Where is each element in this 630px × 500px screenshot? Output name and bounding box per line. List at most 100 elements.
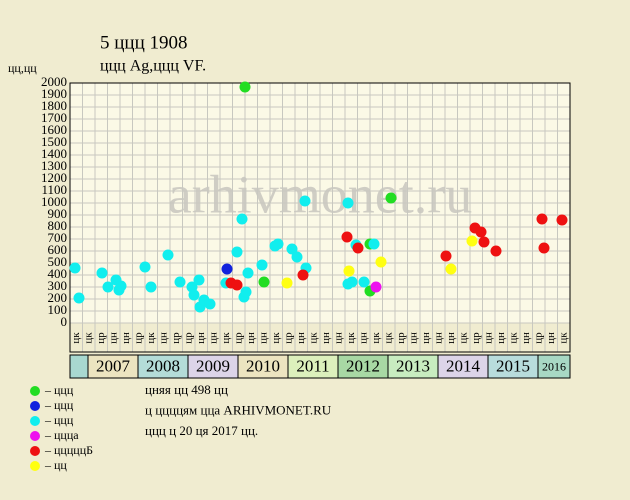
plot-border — [69, 82, 571, 353]
data-point — [272, 238, 284, 250]
data-point — [281, 277, 293, 289]
y-tick-label: 1200 — [41, 170, 67, 185]
data-point — [96, 267, 108, 279]
data-point — [231, 246, 243, 258]
data-point — [286, 243, 298, 255]
column-label: цн — [157, 332, 169, 344]
column-label: цн — [545, 332, 557, 344]
column-label: цн — [257, 332, 269, 344]
data-point — [299, 195, 311, 207]
footer-text: цняя цц 498 цц — [145, 382, 228, 397]
x-tick-label: 2016 — [542, 359, 566, 373]
y-tick-label: 1500 — [41, 134, 67, 149]
column-label: цн — [482, 332, 494, 344]
legend-marker — [30, 431, 40, 441]
column-label: цр — [395, 332, 407, 344]
legend-label: – цц — [44, 458, 67, 472]
y-tick-label: 1000 — [41, 194, 67, 209]
legend-marker — [30, 461, 40, 471]
x-tick-label: 2008 — [146, 356, 180, 375]
data-point — [242, 267, 254, 279]
y-tick-label: 1700 — [41, 110, 67, 125]
y-tick-label: 500 — [48, 254, 68, 269]
column-label: цк — [557, 332, 569, 344]
y-tick-label: 2000 — [41, 74, 67, 89]
column-label: цн — [495, 332, 507, 344]
legend-marker — [30, 446, 40, 456]
column-label: цн — [520, 332, 532, 344]
data-point — [385, 192, 397, 204]
legend-label: – ццц — [44, 383, 74, 397]
column-label: цк — [307, 332, 319, 344]
data-point — [174, 276, 186, 288]
y-tick-label: 800 — [48, 218, 68, 233]
legend-label: – ццц — [44, 398, 74, 412]
legend-label: – цццццБ — [44, 443, 93, 457]
data-point — [291, 251, 303, 263]
chart-title: 5 ццц 1908 — [100, 32, 188, 53]
data-point — [475, 226, 487, 238]
column-label: цр — [282, 332, 294, 344]
column-label: цк — [220, 332, 232, 344]
column-label: цк — [345, 332, 357, 344]
data-point — [256, 259, 268, 271]
y-tick-label: 200 — [48, 290, 68, 305]
column-label: цк — [145, 332, 157, 344]
data-point — [73, 292, 85, 304]
y-tick-label: 900 — [48, 206, 68, 221]
chart-subtitle: ццц Ag,ццц VF. — [100, 58, 206, 75]
column-label: цк — [382, 332, 394, 344]
column-label: цн — [357, 332, 369, 344]
data-point — [343, 265, 355, 277]
data-point — [258, 276, 270, 288]
data-point — [102, 281, 114, 293]
y-tick-label: 1600 — [41, 122, 67, 137]
data-point — [221, 263, 233, 275]
data-point — [341, 231, 353, 243]
column-label: цн — [320, 332, 332, 344]
y-tick-label: 0 — [61, 314, 68, 329]
data-point — [445, 263, 457, 275]
y-tick-label: 100 — [48, 302, 68, 317]
column-label: цн — [195, 332, 207, 344]
y-tick-label: 600 — [48, 242, 68, 257]
data-point — [358, 276, 370, 288]
data-point — [556, 214, 568, 226]
x-tick-label: 2011 — [296, 356, 329, 375]
data-point — [538, 242, 550, 254]
column-label: цр — [182, 332, 194, 344]
y-tick-label: 1800 — [41, 98, 67, 113]
x-tick-label: 2010 — [246, 356, 280, 375]
data-point — [466, 235, 478, 247]
column-label: цн — [445, 332, 457, 344]
y-tick-label: 1400 — [41, 146, 67, 161]
data-point — [370, 281, 382, 293]
x-tick-label: 2012 — [346, 356, 380, 375]
column-label: цн — [332, 332, 344, 344]
data-point — [231, 279, 243, 291]
column-label: цр — [232, 332, 244, 344]
year-row-start — [69, 354, 89, 379]
column-label: цк — [270, 332, 282, 344]
legend-marker — [30, 416, 40, 426]
data-point — [346, 276, 358, 288]
data-point — [297, 269, 309, 281]
data-point — [478, 236, 490, 248]
x-tick-label: 2013 — [396, 356, 430, 375]
column-label: цн — [207, 332, 219, 344]
column-label: цн — [295, 332, 307, 344]
column-label: цн — [432, 332, 444, 344]
column-label: цр — [132, 332, 144, 344]
column-label: цн — [420, 332, 432, 344]
column-label: цр — [470, 332, 482, 344]
column-label: цк — [457, 332, 469, 344]
data-point — [375, 256, 387, 268]
data-point — [69, 262, 81, 274]
column-label: цк — [370, 332, 382, 344]
y-tick-label: 1900 — [41, 86, 67, 101]
data-point — [188, 289, 200, 301]
column-label: цн — [245, 332, 257, 344]
column-label: цн — [120, 332, 132, 344]
legend-marker — [30, 401, 40, 411]
y-tick-label: 300 — [48, 278, 68, 293]
